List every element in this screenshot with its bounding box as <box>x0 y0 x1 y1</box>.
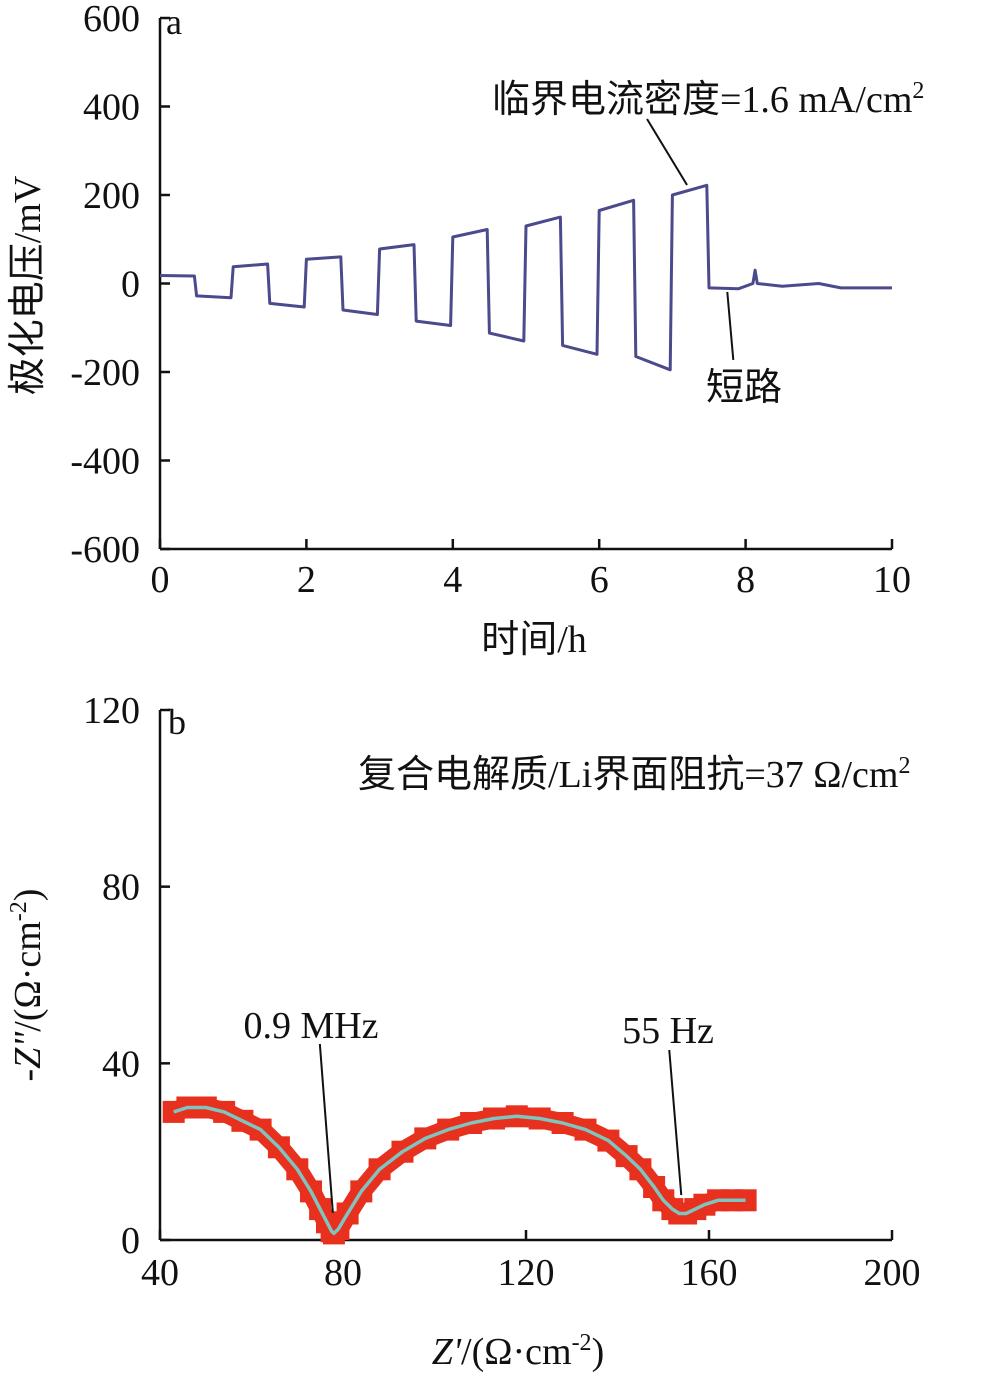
interface-impedance-text: 复合电解质/Li界面阻抗=37 Ω/cm <box>358 754 898 796</box>
panel-b-x-tick-label: 160 <box>681 1252 738 1294</box>
panel-b-x-axis-label: Z'/(Ω·cm-2) <box>432 1330 604 1373</box>
panel-b-x-ticks: 40 80 120 160 200 <box>141 1230 921 1294</box>
panel-a-x-axis-label: 时间/h <box>481 619 587 661</box>
critical-current-text: 临界电流密度=1.6 mA/cm <box>492 79 912 121</box>
panel-b-fit-line <box>173 1105 746 1236</box>
panel-a-y-tick-label: 600 <box>83 0 140 40</box>
panel-a-critical-current-annotation: 临界电流密度=1.6 mA/cm2 <box>492 78 924 121</box>
panel-a-y-tick-label: 0 <box>121 264 140 306</box>
panel-a-x-ticks: 0 2 4 6 8 10 <box>151 539 911 601</box>
panel-a-x-tick-label: 8 <box>736 559 755 601</box>
panel-a-polarization-chart: 600 400 200 0 -200 -400 -600 0 2 4 6 8 10 a 临界电流密度=… <box>7 0 924 661</box>
panel-a-x-tick-label: 10 <box>873 559 911 601</box>
panel-b-y-axis-label: -Z"/(Ω·cm-2) <box>6 889 49 1082</box>
panel-b-x-tick-label: 200 <box>864 1252 921 1294</box>
x-label-close: ) <box>592 1331 605 1373</box>
panel-b-x-tick-label: 120 <box>498 1252 555 1294</box>
x-label-symbol: Z' <box>432 1331 462 1373</box>
x-label-unit: /(Ω·cm <box>461 1331 572 1373</box>
panel-b-x-tick-label: 80 <box>324 1252 362 1294</box>
panel-a-y-axis-label: 极化电压/mV <box>7 175 49 395</box>
panel-a-y-tick-label: 400 <box>83 87 140 129</box>
panel-b-y-tick-label: 40 <box>102 1043 140 1085</box>
panel-b-y-tick-label: 120 <box>83 690 140 732</box>
panel-a-x-tick-label: 6 <box>590 559 609 601</box>
panel-a-y-tick-label: -200 <box>70 352 140 394</box>
panel-b-low-frequency-leader-line <box>668 1049 683 1196</box>
interface-impedance-superscript: 2 <box>898 753 910 779</box>
panel-a-voltage-series-line <box>159 183 892 372</box>
panel-b-y-tick-label: 80 <box>102 867 140 909</box>
panel-a-short-circuit-leader-line <box>726 291 735 361</box>
panel-a-label: a <box>166 2 182 42</box>
panel-a-y-ticks: 600 400 200 0 -200 -400 -600 <box>70 0 170 571</box>
panel-b-high-frequency-annotation: 0.9 MHz <box>243 1005 378 1047</box>
x-label-exponent: -2 <box>572 1330 592 1356</box>
panel-b-interface-impedance-annotation: 复合电解质/Li界面阻抗=37 Ω/cm2 <box>358 753 910 796</box>
y-label-unit: /(Ω·cm <box>7 921 49 1032</box>
panel-a-short-circuit-annotation: 短路 <box>706 367 782 409</box>
y-label-exponent: -2 <box>6 901 32 921</box>
panel-a-x-tick-label: 4 <box>443 559 462 601</box>
panel-b-low-frequency-annotation: 55 Hz <box>622 1010 714 1052</box>
panel-a-y-tick-label: 200 <box>83 175 140 217</box>
y-label-symbol: Z" <box>7 1031 49 1069</box>
panel-b-label: b <box>168 702 186 742</box>
critical-current-superscript: 2 <box>912 78 924 104</box>
panel-b-y-ticks: 120 80 40 0 <box>83 690 170 1262</box>
panel-a-critical-current-leader-line <box>646 118 688 186</box>
y-label-prefix: - <box>7 1069 49 1082</box>
panel-a-x-tick-label: 0 <box>151 559 170 601</box>
panel-b-data-points <box>162 1096 757 1245</box>
panel-a-y-tick-label: -400 <box>70 441 140 483</box>
panel-a-x-tick-label: 2 <box>297 559 316 601</box>
y-label-close: ) <box>7 889 49 902</box>
panel-b-y-tick-label: 0 <box>121 1220 140 1262</box>
panel-a-y-tick-label: -600 <box>70 529 140 571</box>
panel-b-x-tick-label: 40 <box>141 1252 179 1294</box>
panel-b-high-frequency-leader-line <box>318 1043 334 1213</box>
